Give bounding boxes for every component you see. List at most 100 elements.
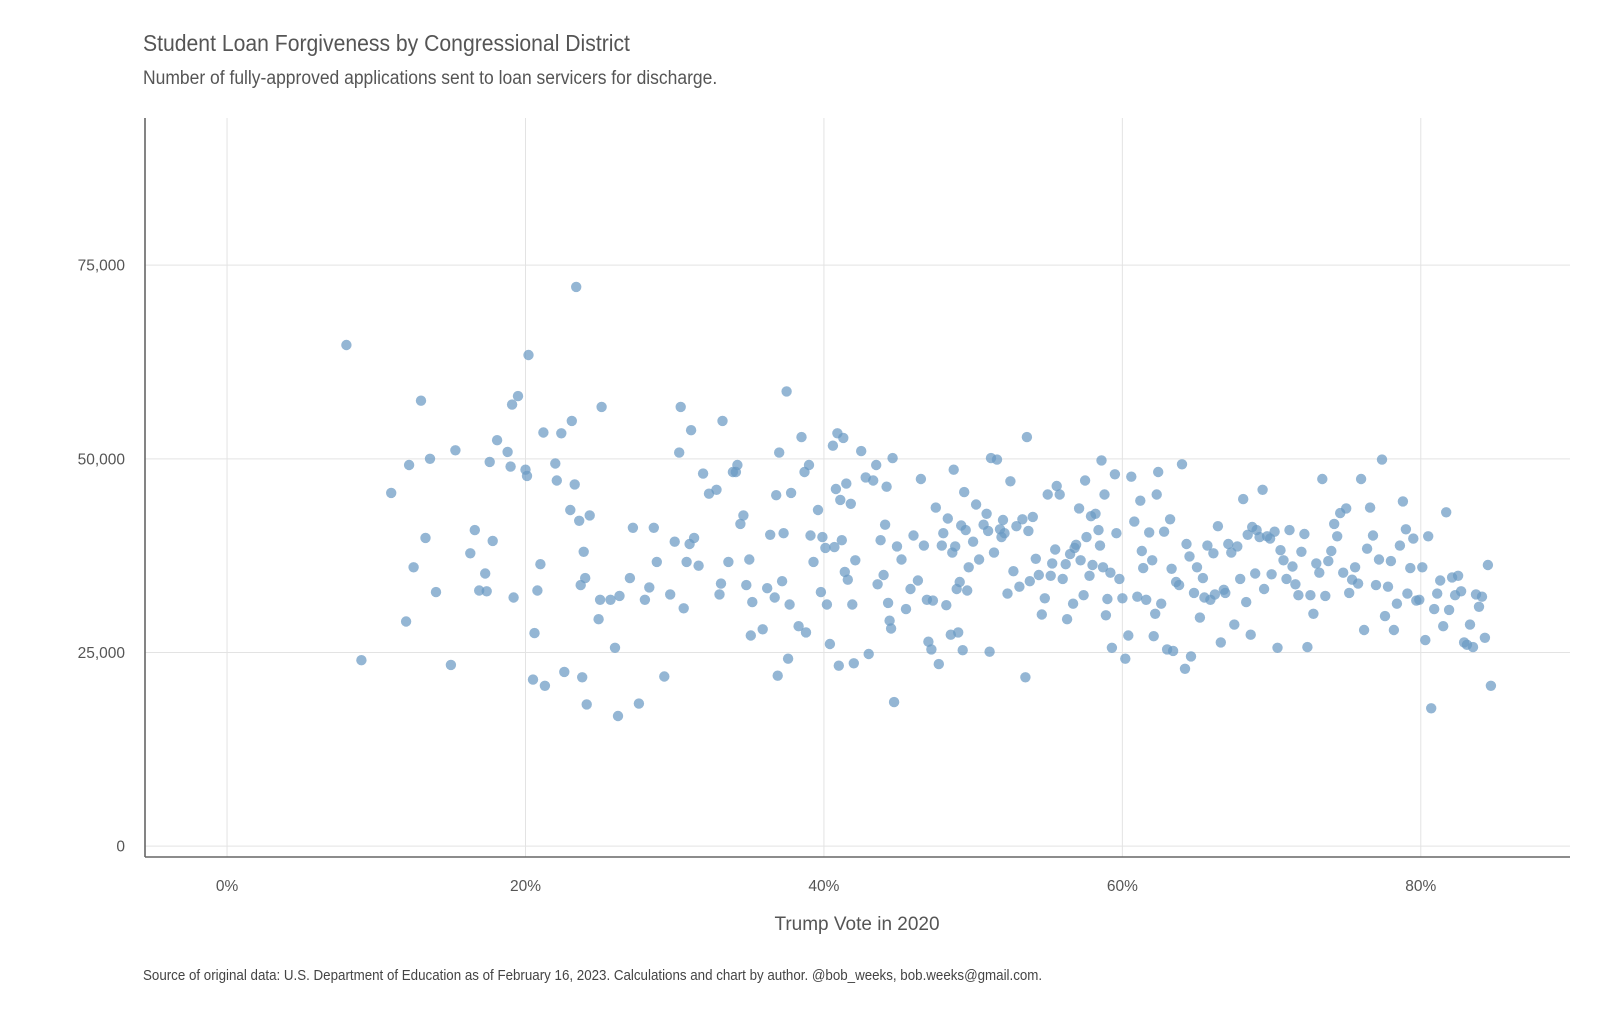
- scatter-point: [1075, 555, 1086, 566]
- scatter-point: [1156, 598, 1167, 609]
- scatter-point: [415, 395, 427, 406]
- scatter-point: [539, 680, 551, 691]
- scatter-point: [772, 670, 783, 681]
- chart-title: Student Loan Forgiveness by Congressiona…: [143, 30, 630, 56]
- scatter-point: [774, 447, 785, 458]
- scatter-point: [1323, 555, 1334, 567]
- scatter-point: [633, 698, 645, 709]
- scatter-point: [521, 470, 533, 482]
- scatter-point: [1117, 593, 1128, 604]
- scatter-point: [1106, 642, 1118, 653]
- scatter-point: [796, 431, 807, 443]
- scatter-point: [593, 614, 604, 625]
- scatter-point: [1057, 573, 1068, 585]
- scatter-point: [784, 599, 795, 610]
- scatter-point: [821, 599, 833, 610]
- scatter-point: [930, 502, 941, 513]
- scatter-point: [765, 529, 776, 540]
- scatter-point: [688, 532, 700, 544]
- scatter-point: [1181, 538, 1192, 550]
- scatter-point: [529, 627, 540, 639]
- scatter-point: [1266, 569, 1277, 580]
- scatter-point: [1296, 546, 1307, 557]
- scatter-point: [842, 574, 853, 585]
- scatter-point: [1147, 555, 1158, 566]
- scatter-point: [1191, 562, 1203, 573]
- scatter-point: [612, 710, 624, 722]
- scatter-point: [556, 428, 567, 439]
- scatter-point: [569, 479, 580, 490]
- scatter-point: [538, 427, 549, 438]
- scatter-point: [1079, 475, 1091, 486]
- scatter-point: [1400, 524, 1412, 535]
- scatter-point: [926, 644, 937, 655]
- axes: [144, 118, 1570, 858]
- scatter-point: [1358, 624, 1370, 636]
- scatter-point: [900, 603, 912, 615]
- scatter-point: [887, 452, 898, 464]
- scatter-point: [1402, 588, 1413, 599]
- scatter-point: [1135, 495, 1146, 506]
- scatter-point: [1254, 531, 1265, 543]
- scatter-point: [915, 473, 927, 485]
- scatter-point: [745, 630, 756, 641]
- scatter-point: [997, 514, 1009, 526]
- scatter-point: [715, 578, 727, 589]
- scatter-point: [769, 592, 780, 603]
- scatter-point: [1438, 621, 1449, 632]
- scatter-point: [1005, 476, 1016, 487]
- scatter-point: [1087, 559, 1098, 571]
- scatter-point: [1151, 489, 1162, 500]
- scatter-point: [1485, 680, 1497, 691]
- scatter-point: [1096, 455, 1107, 466]
- scatter-point: [800, 627, 812, 638]
- scatter-point: [1408, 533, 1419, 544]
- scatter-point: [845, 498, 856, 509]
- scatter-point: [508, 592, 519, 603]
- scatter-point: [714, 589, 725, 600]
- scatter-point: [1290, 579, 1301, 590]
- scatter-point: [957, 645, 968, 656]
- scatter-point: [872, 579, 883, 590]
- scatter-point: [505, 461, 516, 472]
- scatter-point: [1050, 544, 1061, 555]
- scatter-point: [962, 585, 973, 596]
- scatter-point: [918, 540, 930, 551]
- scatter-point: [782, 653, 794, 664]
- scatter-point: [1344, 587, 1355, 599]
- scatter-point: [1141, 594, 1152, 605]
- scatter-point: [1179, 663, 1191, 674]
- scatter-point: [1269, 526, 1280, 537]
- scatter-point: [1417, 562, 1428, 573]
- scatter-point: [1212, 521, 1224, 532]
- scatter-point: [424, 453, 436, 464]
- scatter-point: [912, 575, 924, 586]
- scatter-point: [891, 541, 903, 552]
- scatter-point: [841, 478, 852, 489]
- scatter-point: [905, 583, 916, 595]
- scatter-point: [1423, 531, 1434, 542]
- scatter-point: [1215, 637, 1227, 648]
- scatter-point: [408, 562, 419, 573]
- scatter-point: [836, 535, 847, 546]
- scatter-point: [1014, 581, 1025, 592]
- scatter-point: [1241, 596, 1252, 608]
- scatter-point: [1138, 562, 1149, 574]
- scatter-point: [771, 490, 782, 501]
- scatter-point: [1379, 610, 1391, 622]
- scatter-point: [578, 546, 589, 557]
- scatter-point: [480, 568, 491, 579]
- scatter-point: [833, 660, 844, 671]
- scatter-point: [639, 594, 651, 605]
- scatter-point: [1093, 524, 1104, 536]
- scatter-point: [1188, 587, 1200, 599]
- scatter-point: [850, 555, 861, 566]
- scatter-point: [1287, 561, 1298, 572]
- scatter-point: [581, 699, 592, 710]
- scatter-point: [838, 432, 849, 444]
- scatter-point: [386, 487, 397, 499]
- scatter-point: [1017, 514, 1028, 525]
- scatter-point: [1278, 555, 1289, 566]
- scatter-point: [1039, 593, 1051, 604]
